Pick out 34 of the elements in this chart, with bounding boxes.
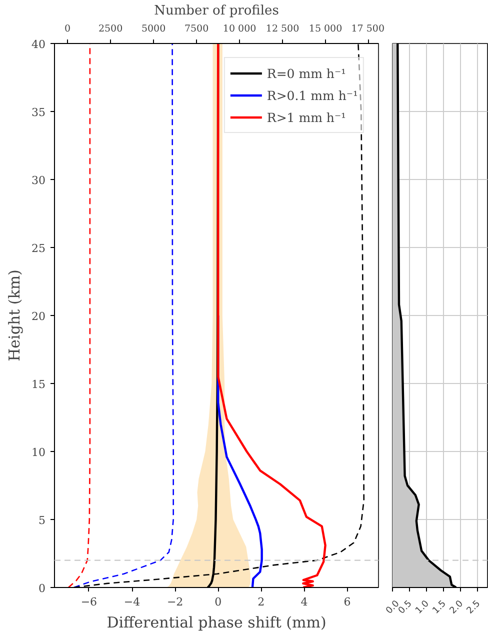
x-tick-label: −6 xyxy=(80,596,98,608)
x-tick-label: −2 xyxy=(166,596,184,608)
x2-axis-title: Number of profiles xyxy=(154,4,279,18)
x-tick-label: 1.5 xyxy=(431,599,448,616)
x-tick-label: 0 xyxy=(214,596,222,608)
y-tick-label: 20 xyxy=(32,310,46,323)
x2-tick-label: 2500 xyxy=(98,24,123,34)
x2-tick-label: 12 500 xyxy=(266,24,300,34)
x-tick-label: 2 xyxy=(258,596,265,608)
y-tick-label: 5 xyxy=(38,514,46,527)
x2-tick-label: 10 000 xyxy=(222,24,256,34)
legend-label: R=0 mm h⁻¹ xyxy=(266,66,346,80)
y-tick-label: 10 xyxy=(32,446,46,459)
x2-tick-label: 15 000 xyxy=(308,24,342,34)
x2-tick-label: 17 500 xyxy=(351,24,385,34)
x2-tick-label: 5000 xyxy=(141,24,166,34)
x-tick-label: 2.0 xyxy=(448,598,466,616)
y-tick-label: 15 xyxy=(32,378,46,391)
y-tick-label: 25 xyxy=(32,242,46,255)
y-tick-label: 0 xyxy=(38,582,46,595)
x-tick-label: −4 xyxy=(124,596,140,608)
y-tick-label: 30 xyxy=(32,174,46,187)
x-tick-label: 4 xyxy=(300,596,308,608)
y-tick-label: 40 xyxy=(32,38,46,51)
legend-label: R>0.1 mm h⁻¹ xyxy=(266,88,358,102)
legend-label: R>1 mm h⁻¹ xyxy=(266,110,346,124)
x-tick-label: 1.0 xyxy=(414,598,432,616)
x-tick-label: 2.5 xyxy=(465,599,483,616)
x2-tick-label: 7500 xyxy=(184,24,209,34)
x-axis-title: Differential phase shift (mm) xyxy=(106,614,326,632)
y-axis-title: Height (km) xyxy=(6,270,24,362)
x2-tick-label: 0 xyxy=(64,24,71,34)
x-tick-label: 6 xyxy=(344,596,351,608)
y-tick-label: 35 xyxy=(32,106,46,119)
